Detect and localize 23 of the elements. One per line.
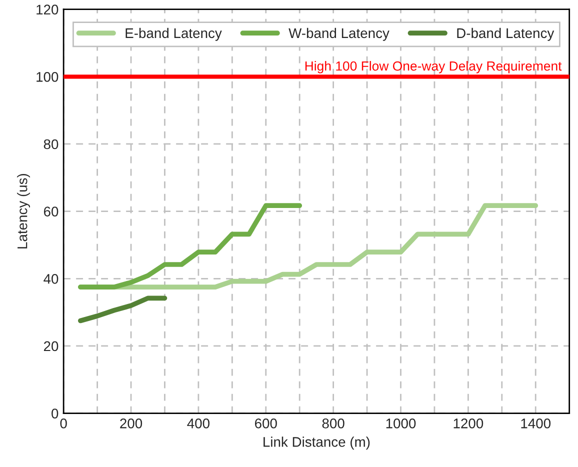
y-tick-label: 20	[44, 341, 58, 352]
x-axis-title: Link Distance (m)	[264, 436, 370, 450]
x-tick-label: 400	[187, 418, 210, 428]
x-tick-label: 0	[60, 418, 67, 428]
y-tick-label: 40	[44, 274, 58, 284]
x-tick-label: 600	[255, 418, 277, 428]
line-series	[78, 203, 302, 290]
y-tick-label: 120	[36, 4, 58, 15]
legend-label: E-band Latency	[126, 28, 222, 41]
y-tick-label: 80	[44, 139, 58, 150]
x-tick-label: 200	[120, 418, 142, 428]
x-tick-label: 1200	[454, 418, 484, 428]
ref-line-label: High 100 Flow One-way Delay Requirement	[305, 61, 562, 74]
x-tick-label: 1400	[521, 418, 551, 428]
x-tick-label: 1000	[386, 418, 416, 428]
x-tick-label: 800	[322, 418, 344, 428]
y-tick-label: 60	[44, 206, 58, 216]
line-series	[78, 296, 168, 324]
y-tick-label: 0	[52, 408, 58, 418]
legend-label: D-band Latency	[457, 28, 554, 41]
y-tick-label: 100	[36, 72, 58, 82]
y-axis-title: Latency (us)	[17, 174, 30, 248]
legend-label: W-band Latency	[288, 28, 390, 41]
